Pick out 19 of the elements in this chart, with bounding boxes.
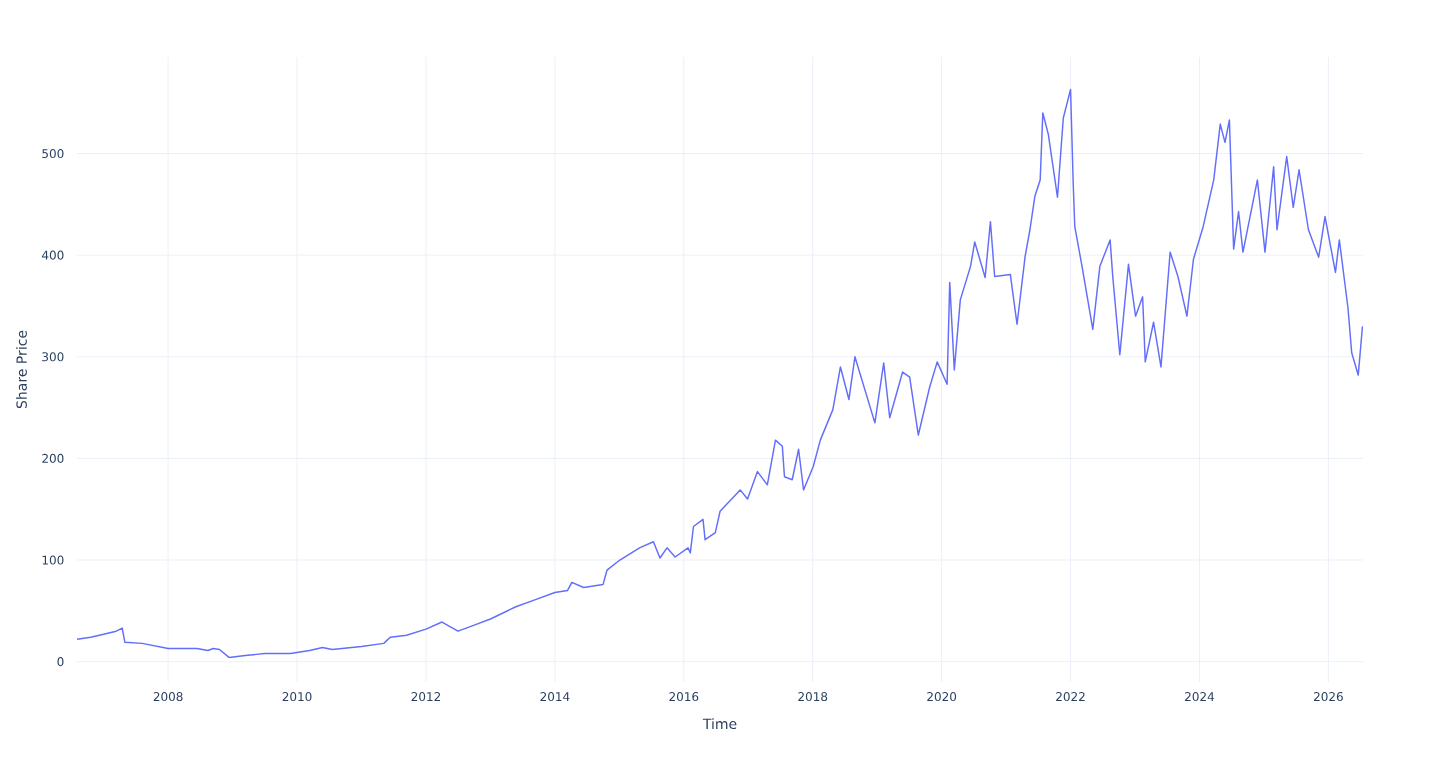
y-tick-label: 300 (42, 352, 64, 362)
x-tick-label: 2012 (411, 692, 441, 702)
x-tick-label: 2016 (669, 692, 699, 702)
x-tick-label: 2024 (1185, 692, 1215, 702)
x-tick-label: 2014 (540, 692, 570, 702)
y-tick-label: 200 (42, 453, 64, 463)
y-axis-title: Share Price (16, 330, 27, 409)
y-tick-label: 500 (42, 149, 64, 159)
x-tick-label: 2008 (153, 692, 183, 702)
x-axis-title: Time (702, 718, 737, 730)
x-tick-label: 2020 (927, 692, 957, 702)
x-tick-label: 2010 (282, 692, 312, 702)
x-tick-label: 2018 (798, 692, 828, 702)
line-series (77, 88, 1363, 659)
x-tick-label: 2022 (1056, 692, 1085, 702)
y-tick-label: 0 (57, 657, 64, 667)
x-tick-label: 2026 (1313, 692, 1343, 702)
y-tick-label: 400 (41, 250, 64, 260)
y-tick-label: 100 (42, 555, 64, 565)
